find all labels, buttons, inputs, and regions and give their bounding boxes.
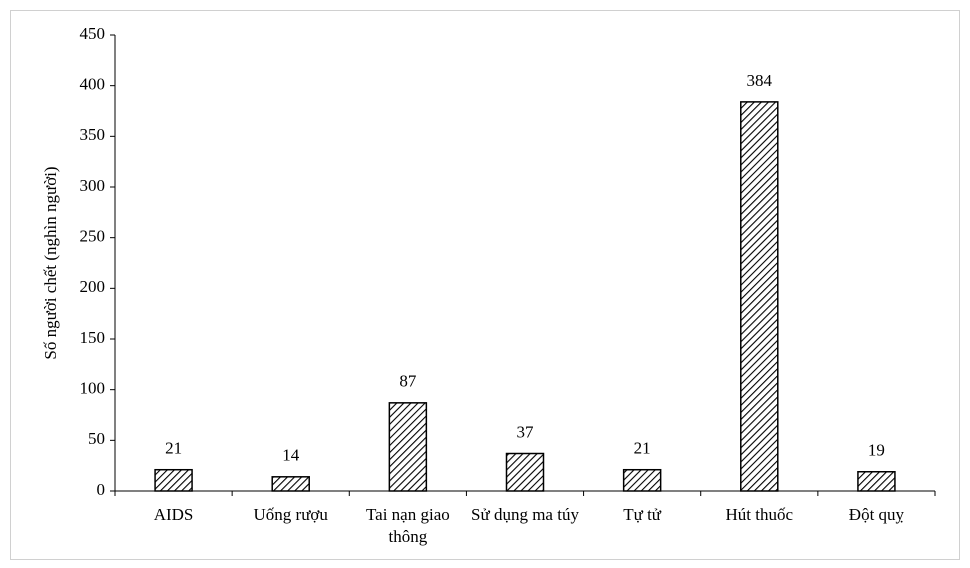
y-tick-label: 100 <box>80 379 106 398</box>
x-tick-label: Tự tử <box>623 505 662 524</box>
bar <box>857 470 896 492</box>
data-label: 14 <box>282 446 300 465</box>
bar <box>154 468 193 492</box>
data-label: 21 <box>634 439 651 458</box>
x-tick-label: Đột quỵ <box>848 505 905 524</box>
data-label: 37 <box>517 422 535 441</box>
x-tick-label: Uống rượu <box>253 505 328 524</box>
y-tick-label: 300 <box>80 176 106 195</box>
frame <box>10 10 960 560</box>
y-axis-label: Số người chết (nghìn người) <box>41 166 60 359</box>
bar <box>505 452 545 492</box>
bar <box>622 468 662 492</box>
bar <box>271 476 310 492</box>
x-tick-label: Sử dụng ma túy <box>471 505 579 524</box>
y-tick-label: 400 <box>80 75 106 94</box>
data-label: 21 <box>165 439 182 458</box>
y-tick-label: 450 <box>80 24 106 43</box>
data-label: 384 <box>747 71 773 90</box>
bar <box>388 402 428 492</box>
y-tick-label: 200 <box>80 277 106 296</box>
data-label: 19 <box>868 441 885 460</box>
x-tick-label: Tai nạn giao thông <box>365 505 450 546</box>
x-tick-label: Hút thuốc <box>725 505 794 524</box>
x-tick-label: AIDS <box>153 505 194 524</box>
y-tick-label: 150 <box>80 328 106 347</box>
y-tick-label: 350 <box>80 125 106 144</box>
y-tick-label: 0 <box>97 480 106 499</box>
y-tick-label: 50 <box>88 429 105 448</box>
data-label: 87 <box>399 372 417 391</box>
y-tick-label: 250 <box>80 227 106 246</box>
bar <box>740 101 779 492</box>
